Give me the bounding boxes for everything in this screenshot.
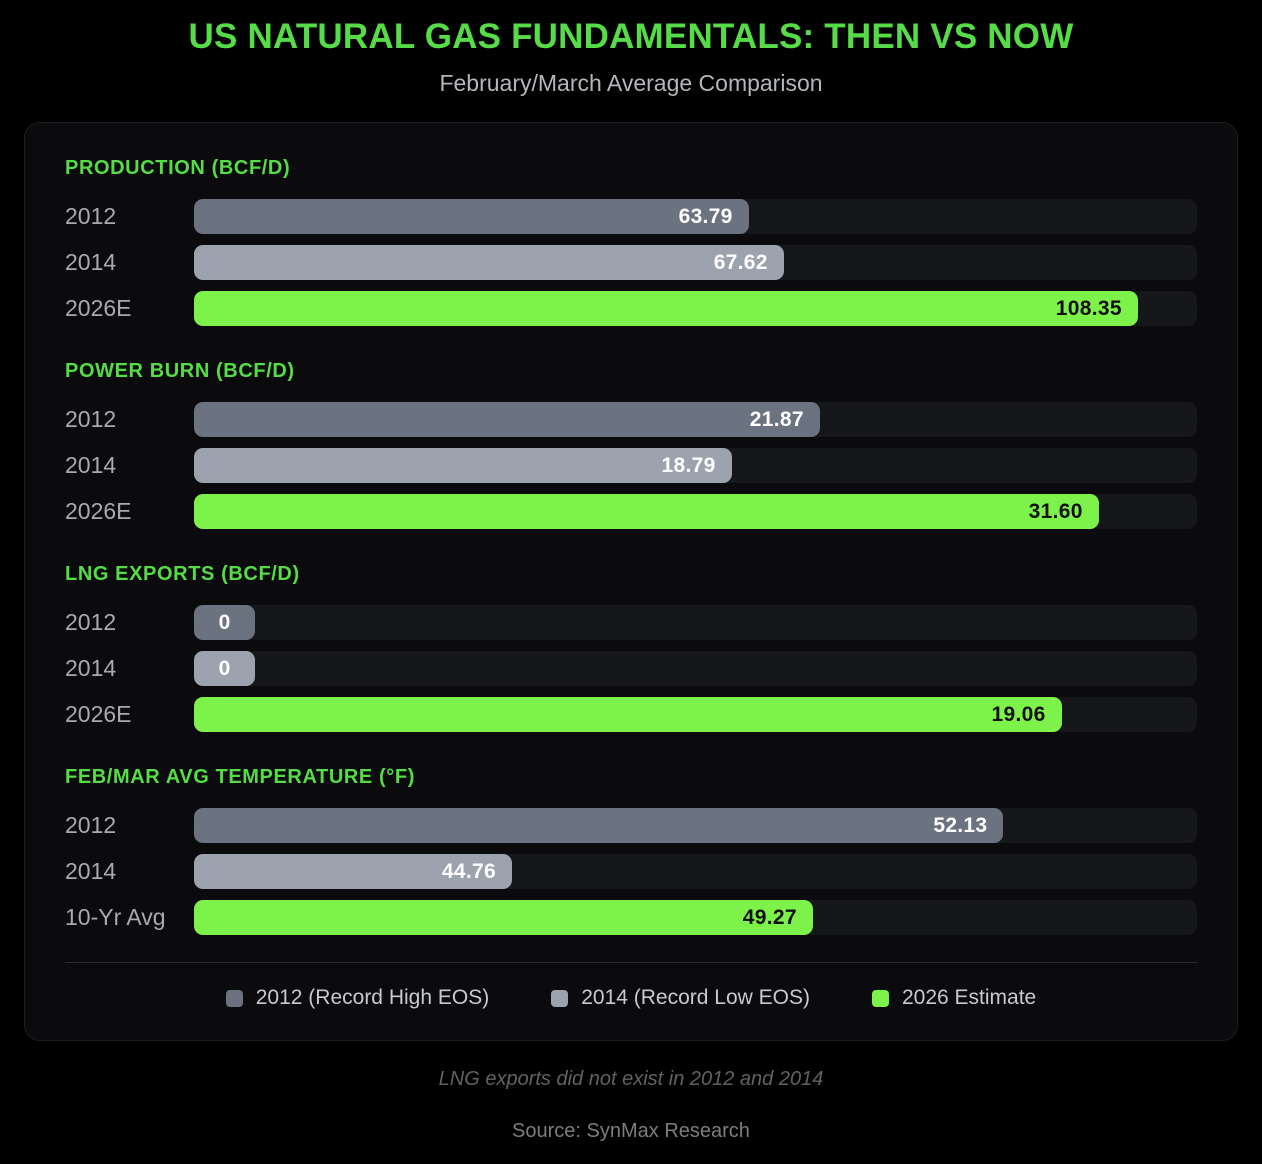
bar-power-burn-2026e: 31.60	[194, 494, 1099, 529]
bar-track: 67.62	[194, 245, 1197, 280]
legend-item-2014: 2014 (Record Low EOS)	[551, 986, 810, 1010]
row-label: 2012	[65, 609, 117, 635]
section-power-burn: POWER BURN (BCF/D) 2012 21.87 2014 18.79…	[65, 360, 1197, 529]
bar-track: 19.06	[194, 697, 1197, 732]
bar-value: 18.79	[661, 453, 716, 477]
bar-lng-exports-2026e: 19.06	[194, 697, 1062, 732]
bar-value: 52.13	[933, 813, 988, 837]
bar-track: 63.79	[194, 199, 1197, 234]
row-label: 2026E	[65, 295, 132, 321]
row-label: 2026E	[65, 701, 132, 727]
bar-power-burn-2014: 18.79	[194, 448, 732, 483]
bar-row: 2014 18.79	[65, 448, 1197, 483]
bar-row: 10-Yr Avg 49.27	[65, 900, 1197, 935]
bar-track: 108.35	[194, 291, 1197, 326]
bar-row: 2026E 19.06	[65, 697, 1197, 732]
bar-value: 0	[218, 656, 231, 680]
legend-label: 2026 Estimate	[901, 986, 1037, 1009]
section-heading-production: PRODUCTION (BCF/D)	[65, 157, 291, 179]
bar-row: 2012 0	[65, 605, 1197, 640]
bar-row: 2014 0	[65, 651, 1197, 686]
bar-production-2014: 67.62	[194, 245, 784, 280]
bar-value: 19.06	[991, 702, 1046, 726]
bar-row: 2012 52.13	[65, 808, 1197, 843]
page-subtitle: February/March Average Comparison	[439, 70, 823, 96]
chart-panel: PRODUCTION (BCF/D) 2012 63.79 2014 67.62…	[24, 122, 1238, 1041]
bar-row: 2014 67.62	[65, 245, 1197, 280]
bar-row: 2012 63.79	[65, 199, 1197, 234]
row-label: 2012	[65, 203, 117, 229]
row-label: 2014	[65, 452, 117, 478]
section-temperature: FEB/MAR AVG TEMPERATURE (°F) 2012 52.13 …	[65, 766, 1197, 935]
bar-lng-exports-2012: 0	[194, 605, 256, 640]
footnote: LNG exports did not exist in 2012 and 20…	[438, 1068, 824, 1090]
section-heading-temperature: FEB/MAR AVG TEMPERATURE (°F)	[65, 766, 415, 788]
bar-track: 0	[194, 605, 1197, 640]
legend-label: 2012 (Record High EOS)	[255, 986, 490, 1009]
divider	[65, 962, 1197, 963]
legend-item-2026: 2026 Estimate	[871, 986, 1037, 1010]
bar-value: 0	[218, 610, 231, 634]
legend-swatch-2026	[871, 989, 889, 1007]
legend-swatch-2012	[225, 989, 243, 1007]
bar-production-2012: 63.79	[194, 199, 749, 234]
source-line: Source: SynMax Research	[512, 1120, 750, 1142]
row-label: 2012	[65, 406, 117, 432]
bar-temperature-10yr-avg: 49.27	[194, 900, 813, 935]
bar-track: 0	[194, 651, 1197, 686]
section-heading-lng-exports: LNG EXPORTS (BCF/D)	[65, 563, 300, 585]
legend-swatch-2014	[551, 989, 569, 1007]
row-label: 2012	[65, 812, 117, 838]
bar-value: 31.60	[1028, 499, 1083, 523]
row-label: 10-Yr Avg	[65, 904, 166, 930]
legend-item-2012: 2012 (Record High EOS)	[225, 986, 490, 1010]
section-lng-exports: LNG EXPORTS (BCF/D) 2012 0 2014 0 2026E …	[65, 563, 1197, 732]
bar-row: 2014 44.76	[65, 854, 1197, 889]
section-heading-power-burn: POWER BURN (BCF/D)	[65, 360, 295, 382]
row-label: 2014	[65, 858, 117, 884]
bar-track: 44.76	[194, 854, 1197, 889]
section-production: PRODUCTION (BCF/D) 2012 63.79 2014 67.62…	[65, 157, 1197, 326]
bar-row: 2012 21.87	[65, 402, 1197, 437]
bar-track: 18.79	[194, 448, 1197, 483]
bar-temperature-2014: 44.76	[194, 854, 512, 889]
bar-row: 2026E 31.60	[65, 494, 1197, 529]
bar-value: 49.27	[742, 905, 797, 929]
row-label: 2014	[65, 655, 117, 681]
bar-track: 21.87	[194, 402, 1197, 437]
page-title: US NATURAL GAS FUNDAMENTALS: THEN VS NOW	[188, 17, 1074, 56]
bar-value: 67.62	[713, 250, 768, 274]
row-label: 2014	[65, 249, 117, 275]
bar-value: 63.79	[678, 204, 733, 228]
bar-track: 49.27	[194, 900, 1197, 935]
bar-production-2026e: 108.35	[194, 291, 1138, 326]
bar-lng-exports-2014: 0	[194, 651, 256, 686]
bar-track: 31.60	[194, 494, 1197, 529]
bar-temperature-2012: 52.13	[194, 808, 1004, 843]
bar-power-burn-2012: 21.87	[194, 402, 820, 437]
bar-value: 44.76	[441, 859, 496, 883]
bar-track: 52.13	[194, 808, 1197, 843]
bar-value: 21.87	[749, 407, 804, 431]
row-label: 2026E	[65, 498, 132, 524]
legend-label: 2014 (Record Low EOS)	[581, 986, 810, 1009]
bar-row: 2026E 108.35	[65, 291, 1197, 326]
legend: 2012 (Record High EOS) 2014 (Record Low …	[65, 986, 1197, 1010]
page-header: US NATURAL GAS FUNDAMENTALS: THEN VS NOW…	[0, 0, 1262, 97]
bar-value: 108.35	[1055, 296, 1122, 320]
